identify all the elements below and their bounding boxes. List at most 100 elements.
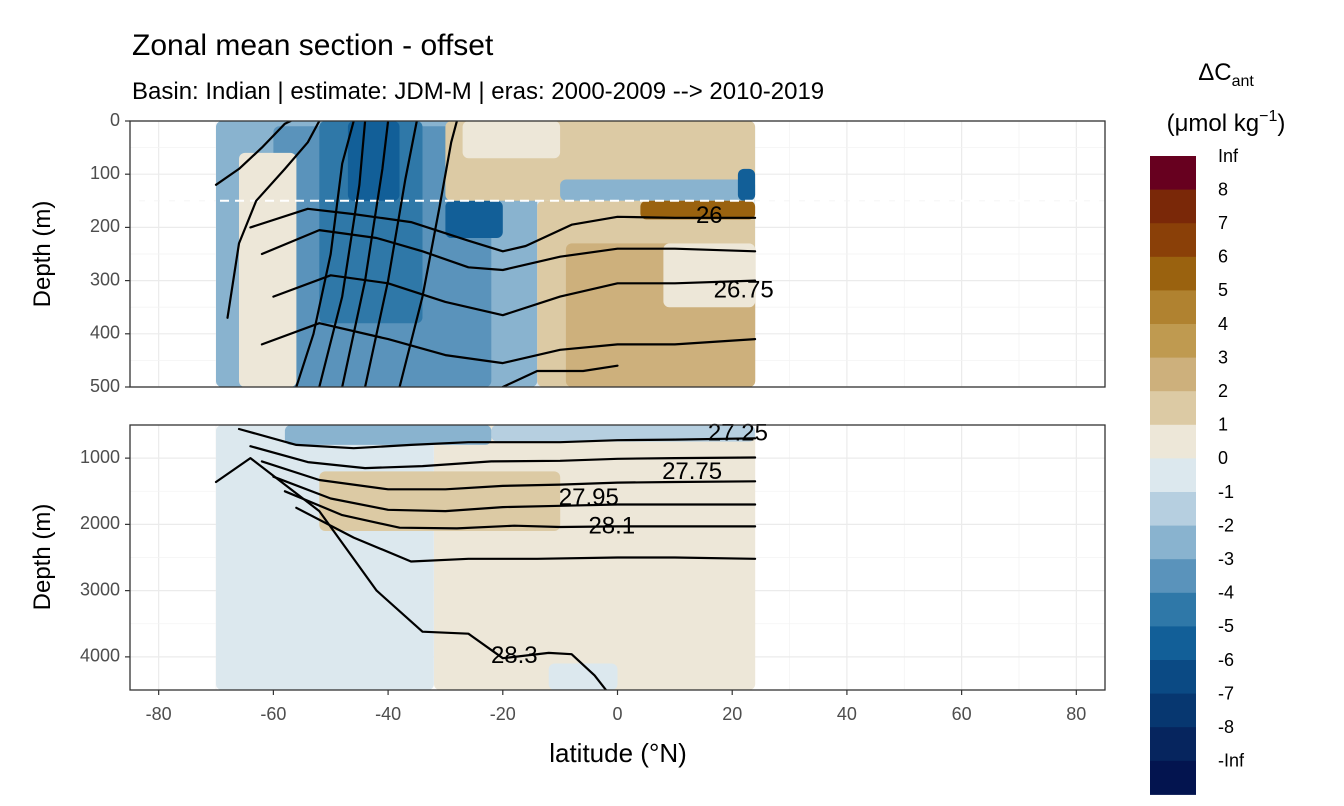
legend-unit-pre: (μmol kg [1167, 110, 1260, 137]
field-region [640, 200, 756, 220]
legend-key [1150, 223, 1196, 258]
x-tick-label: -60 [260, 704, 286, 724]
legend-label: 6 [1218, 247, 1228, 267]
y-tick-label: 300 [90, 269, 120, 289]
legend-key [1150, 156, 1196, 191]
legend-unit-sup: −1 [1259, 108, 1277, 125]
field-region [239, 152, 297, 387]
legend-key [1150, 660, 1196, 695]
legend-key [1150, 189, 1196, 224]
y-tick-label: 4000 [80, 646, 120, 666]
field-region [560, 179, 756, 201]
field-region [548, 663, 618, 690]
isopycnal-line [237, 427, 757, 450]
x-tick-label: -20 [490, 704, 516, 724]
x-tick-label: 20 [722, 704, 742, 724]
legend-key [1150, 290, 1196, 325]
upper-contour-layer [130, 121, 1105, 387]
y-tick-label: 400 [90, 323, 120, 343]
upper-panel-border [129, 120, 1106, 388]
isopycnal-line [272, 475, 757, 513]
legend-unit: (μmol kg−1) [1167, 108, 1286, 137]
legend-key [1150, 357, 1196, 392]
isopycnal-line [249, 207, 757, 253]
x-axis: -80 -60 -40 -20 0 20 40 60 80 [146, 690, 1086, 724]
legend-label: 7 [1218, 213, 1228, 233]
legend-key [1150, 727, 1196, 762]
chart-subtitle: Basin: Indian | estimate: JDM-M | eras: … [132, 78, 824, 105]
legend-key [1150, 458, 1196, 493]
x-tick-label: 60 [952, 704, 972, 724]
legend-label: -4 [1218, 583, 1234, 603]
legend-key [1150, 424, 1196, 459]
y-tick-label: 200 [90, 216, 120, 236]
legend-keys: Inf 8 7 6 5 4 3 2 1 0 -1 -2 -3 -4 -5 -6 -7 -8 -Inf [1150, 146, 1245, 795]
legend-label: -Inf [1218, 751, 1245, 771]
legend-key [1150, 760, 1196, 795]
legend-label: 0 [1218, 448, 1228, 468]
legend-label: -5 [1218, 616, 1234, 636]
lower-y-axis-label: Depth (m) [29, 504, 56, 611]
x-tick-label: -40 [375, 704, 401, 724]
lower-fill-layer [216, 425, 756, 690]
legend-label: -2 [1218, 515, 1234, 535]
legend-key [1150, 324, 1196, 359]
isopycnal-line [249, 445, 757, 470]
contour-label: 27.75 [662, 458, 722, 485]
field-region [445, 200, 503, 238]
contour-label: 27.95 [559, 484, 619, 511]
legend-title: ΔCant [1198, 59, 1254, 90]
field-region [462, 121, 561, 159]
legend-label: -8 [1218, 717, 1234, 737]
y-tick-label: 3000 [80, 579, 120, 599]
legend-key [1150, 525, 1196, 560]
field-region [491, 425, 756, 442]
legend-key [1150, 592, 1196, 627]
legend-key [1150, 626, 1196, 661]
lower-contour-layer [214, 427, 757, 690]
field-region [284, 425, 492, 445]
legend-label: -7 [1218, 683, 1234, 703]
legend-label: -1 [1218, 482, 1234, 502]
x-tick-label: 40 [837, 704, 857, 724]
upper-y-axis-label: Depth (m) [29, 201, 56, 308]
contour-label: 28.3 [491, 642, 538, 669]
x-tick-label: 0 [612, 704, 622, 724]
legend-label: -3 [1218, 549, 1234, 569]
contour-label: 27.25 [708, 420, 768, 447]
legend-key [1150, 559, 1196, 594]
legend-label: 2 [1218, 381, 1228, 401]
isopycnal-line [260, 460, 757, 491]
y-tick-label: 2000 [80, 513, 120, 533]
y-tick-label: 0 [110, 110, 120, 130]
y-tick-label: 500 [90, 376, 120, 396]
field-region [737, 168, 756, 201]
isopycnal-line [272, 274, 757, 317]
field-region [319, 471, 561, 531]
legend-key [1150, 256, 1196, 291]
legend-label: 5 [1218, 280, 1228, 300]
y-tick-label: 100 [90, 163, 120, 183]
isopycnal-line [364, 121, 418, 387]
legend-label: -6 [1218, 650, 1234, 670]
contour-label: 28.1 [588, 512, 635, 539]
legend-key [1150, 693, 1196, 728]
isopycnal-line [260, 322, 757, 365]
upper-panel: 26 26.75 0 100 200 300 400 500 Depth (m) [29, 110, 1106, 396]
x-tick-label: -80 [146, 704, 172, 724]
legend-label: 1 [1218, 415, 1228, 435]
legend-title-main: ΔC [1198, 59, 1231, 86]
upper-y-axis: 0 100 200 300 400 500 [90, 110, 130, 396]
legend-unit-post: ) [1277, 110, 1285, 137]
upper-fill-layer [216, 121, 756, 387]
x-axis-label: latitude (°N) [549, 738, 687, 768]
y-tick-label: 1000 [80, 447, 120, 467]
isopycnal-line [318, 121, 367, 387]
legend-key [1150, 492, 1196, 527]
field-region [663, 243, 756, 308]
isopycnal-line [398, 121, 458, 387]
lower-y-axis: 1000 2000 3000 4000 [80, 447, 130, 666]
